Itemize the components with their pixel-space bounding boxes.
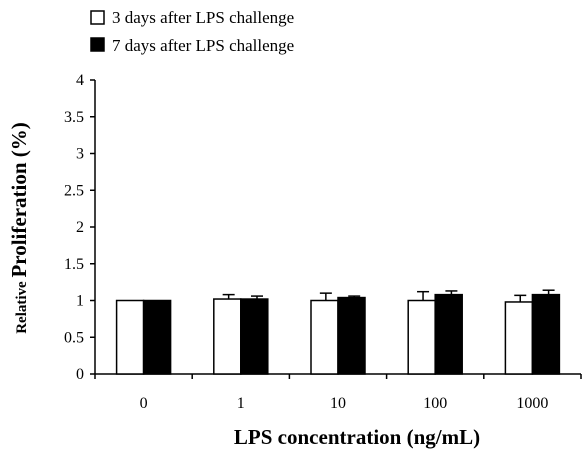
y-tick-label: 3 — [76, 146, 84, 163]
legend: 3 days after LPS challenge 7 days after … — [90, 8, 294, 55]
y-tick-label: 0 — [76, 366, 84, 383]
y-tick-label: 0.5 — [64, 329, 84, 346]
x-tick-label: 10 — [330, 395, 346, 412]
bar-series-1 — [407, 299, 436, 375]
legend-label-series-1: 3 days after LPS challenge — [112, 8, 294, 27]
y-axis-title: Relative Proliferation (%) — [7, 122, 31, 334]
y-axis-title-main: Proliferation (%) — [7, 122, 31, 277]
y-ticks: 0 0.5 1 1.5 2 2.5 3 3.5 4 — [64, 72, 95, 383]
x-ticks: 0 1 10 100 1000 — [94, 374, 582, 412]
bar-series-2 — [531, 293, 561, 375]
x-tick-label: 0 — [140, 395, 148, 412]
bar-series-1 — [504, 301, 534, 375]
bar-series-2 — [142, 299, 172, 375]
x-tick-label: 1 — [237, 395, 245, 412]
x-tick-label: 1000 — [516, 395, 548, 412]
legend-label-series-2: 7 days after LPS challenge — [112, 36, 294, 55]
x-tick-label: 100 — [423, 395, 447, 412]
y-tick-label: 2.5 — [64, 182, 84, 199]
y-tick-label: 2 — [76, 219, 84, 236]
y-tick-label: 3.5 — [64, 109, 84, 126]
y-axis-title-prefix: Relative — [14, 281, 30, 334]
bar-series-1 — [213, 298, 242, 375]
y-tick-label: 1.5 — [64, 256, 84, 273]
bar-series-2 — [337, 296, 366, 375]
y-tick-label: 4 — [76, 72, 84, 89]
bar-series-1 — [115, 299, 145, 375]
bar-series-1 — [310, 299, 339, 375]
bar-series-2 — [240, 298, 269, 375]
legend-swatch-series-2 — [90, 37, 105, 52]
bar-series-2 — [434, 293, 463, 375]
y-tick-label: 1 — [76, 293, 84, 310]
bars — [115, 289, 561, 375]
x-axis-title: LPS concentration (ng/mL) — [234, 425, 480, 449]
legend-swatch-series-1 — [90, 10, 105, 25]
